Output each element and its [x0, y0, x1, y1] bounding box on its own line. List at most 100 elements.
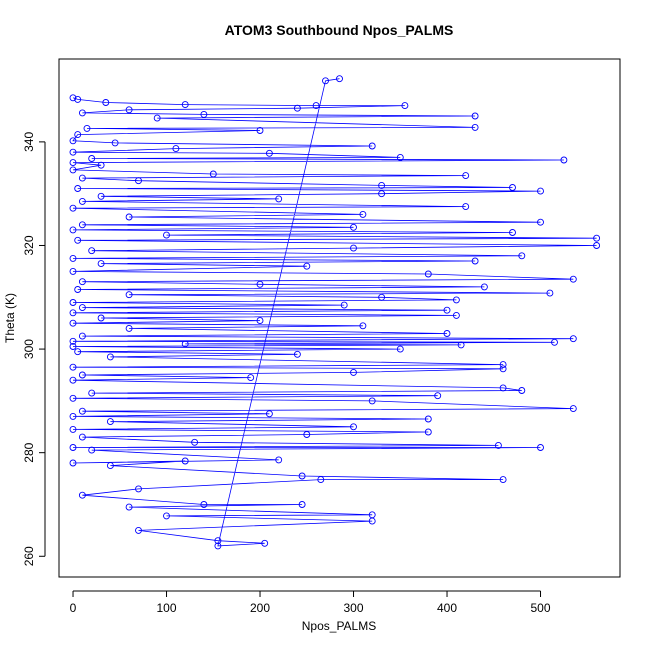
data-point	[569, 335, 577, 343]
data-point	[256, 317, 264, 325]
data-point	[560, 156, 568, 164]
data-point	[312, 102, 320, 110]
data-point	[69, 363, 77, 371]
data-point	[200, 110, 208, 118]
data-point	[78, 371, 86, 379]
data-point	[434, 392, 442, 400]
chart-title: ATOM3 Southbound Npos_PALMS	[225, 22, 454, 38]
data-point	[480, 283, 488, 291]
x-tick-label: 300	[344, 601, 364, 615]
x-tick-label: 100	[157, 601, 177, 615]
series-line	[72, 78, 597, 547]
data-point	[88, 247, 96, 255]
data-point	[303, 262, 311, 270]
data-point	[78, 278, 86, 286]
data-point	[265, 410, 273, 418]
data-point	[83, 124, 91, 132]
data-point	[74, 95, 82, 103]
x-tick-label: 0	[70, 601, 77, 615]
data-point	[69, 343, 77, 350]
data-point	[275, 195, 283, 203]
data-point	[69, 226, 77, 234]
data-point	[378, 181, 386, 189]
data-point	[462, 172, 470, 180]
data-point	[69, 299, 77, 306]
data-point	[74, 185, 82, 192]
data-point	[125, 213, 133, 221]
data-point	[97, 260, 105, 268]
data-point	[494, 441, 502, 449]
y-tick-label: 280	[22, 442, 36, 462]
data-point	[69, 337, 77, 345]
data-point	[78, 433, 86, 441]
data-point	[452, 296, 460, 304]
data-point	[350, 368, 357, 376]
data-point	[97, 161, 105, 169]
data-point	[97, 314, 105, 322]
data-point	[293, 104, 301, 112]
data-point	[378, 293, 386, 301]
data-point	[396, 153, 404, 161]
data-point	[537, 187, 544, 195]
data-point	[499, 361, 507, 369]
data-point	[200, 501, 208, 508]
data-point	[69, 137, 77, 145]
x-axis-label: Npos_PALMS	[302, 619, 376, 633]
data-point	[359, 210, 367, 218]
y-tick-label: 260	[22, 546, 36, 566]
data-point	[350, 423, 357, 431]
data-point	[261, 539, 269, 547]
data-point	[69, 394, 77, 402]
data-point	[499, 476, 507, 484]
data-point	[499, 365, 507, 373]
data-point	[163, 231, 170, 239]
data-point	[172, 145, 180, 153]
data-point	[551, 338, 558, 346]
plot-frame	[58, 58, 621, 578]
data-point	[69, 159, 77, 167]
data-point	[546, 289, 554, 297]
data-point	[163, 512, 170, 520]
data-point	[69, 319, 77, 327]
data-point	[181, 340, 189, 348]
data-point	[78, 304, 86, 312]
data-point	[69, 254, 77, 262]
data-point	[78, 109, 86, 117]
data-point	[593, 234, 601, 242]
data-point	[265, 149, 273, 157]
x-tick-label: 500	[531, 601, 551, 615]
data-point	[368, 142, 376, 150]
data-point	[509, 184, 516, 191]
data-point	[424, 428, 432, 436]
data-point	[135, 177, 142, 185]
data-point	[368, 397, 376, 405]
data-point	[78, 197, 86, 205]
y-tick-label: 300	[22, 339, 36, 359]
data-point	[125, 503, 133, 511]
data-point	[106, 462, 114, 470]
data-point	[111, 139, 119, 147]
data-point	[537, 444, 544, 451]
data-point	[181, 457, 189, 465]
data-point	[350, 223, 357, 231]
data-point	[424, 415, 432, 423]
data-point	[247, 374, 255, 382]
data-point	[125, 324, 133, 332]
data-point	[88, 155, 96, 162]
data-point	[106, 353, 114, 361]
data-point	[378, 190, 386, 198]
data-point	[471, 257, 479, 265]
data-point	[293, 350, 301, 358]
data-point	[317, 476, 325, 484]
data-point	[214, 537, 222, 545]
data-point	[78, 221, 86, 229]
x-tick-label: 200	[250, 601, 270, 615]
data-point	[322, 77, 329, 85]
data-point	[457, 341, 465, 349]
data-point	[443, 330, 451, 337]
data-point	[298, 472, 306, 480]
data-point	[471, 112, 479, 120]
data-point	[69, 166, 77, 174]
data-point	[78, 174, 86, 182]
